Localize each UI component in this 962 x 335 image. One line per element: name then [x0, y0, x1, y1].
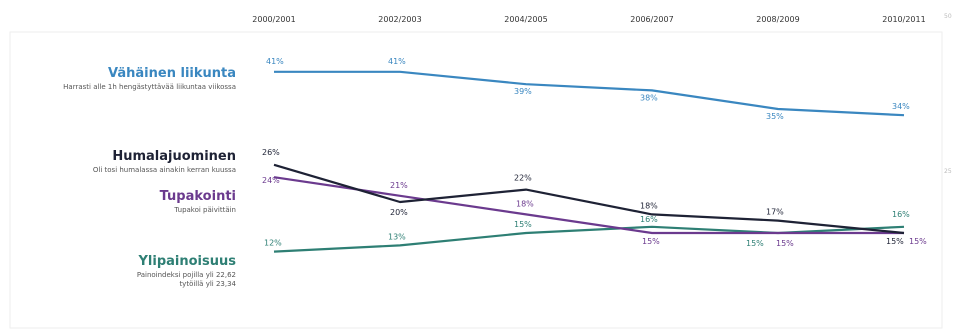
series-line	[273, 176, 904, 235]
data-label: 15%	[746, 239, 764, 248]
plot-panel	[9, 31, 943, 329]
data-label: 34%	[892, 102, 910, 111]
data-label: 17%	[766, 208, 784, 217]
x-tick-label: 2010/2011	[882, 15, 925, 24]
data-labels: 41% 41% 39% 38% 35% 34% 26% 20% 22% 18% 17% 15% 24% 2…	[262, 57, 927, 248]
series-subtitle: Oli tosi humalassa ainakin kerran kuussa	[93, 166, 236, 174]
data-label: 15%	[909, 237, 927, 246]
data-label: 22%	[514, 174, 532, 183]
data-label: 41%	[388, 57, 406, 66]
data-label: 38%	[640, 93, 658, 102]
data-label: 26%	[262, 148, 280, 157]
y-edge-label: 50	[944, 13, 952, 20]
data-label: 21%	[390, 181, 408, 190]
x-tick-label: 2004/2005	[504, 15, 547, 24]
series-subtitle: Tupakoi päivittäin	[173, 206, 236, 214]
data-label: 18%	[640, 201, 658, 210]
series-title: Vähäinen liikunta	[108, 66, 236, 81]
series-title: Ylipainoisuus	[138, 254, 237, 269]
series-subtitle: Harrasti alle 1h hengästyttävää liikunta…	[63, 83, 236, 91]
data-label: 13%	[388, 232, 406, 241]
x-tick-label: 2002/2003	[378, 15, 421, 24]
series-lines	[273, 70, 905, 253]
data-label: 15%	[776, 239, 794, 248]
x-tick-label: 2000/2001	[252, 15, 295, 24]
series-title: Tupakointi	[160, 189, 236, 204]
data-label: 16%	[640, 215, 658, 224]
data-label: 15%	[514, 220, 532, 229]
series-title: Humalajuominen	[112, 149, 236, 164]
series-subtitle: Painoindeksi pojilla yli 22,62	[137, 271, 236, 279]
y-edge-label: 25	[944, 168, 952, 175]
data-label: 35%	[766, 112, 784, 121]
data-label: 20%	[390, 208, 408, 217]
x-tick-label: 2008/2009	[756, 15, 799, 24]
data-label: 12%	[264, 239, 282, 248]
series-line	[274, 70, 905, 117]
data-label: 15%	[642, 237, 660, 246]
series-line	[273, 163, 905, 235]
y-edge-labels: 50 25	[944, 13, 952, 175]
data-label: 24%	[262, 176, 280, 185]
x-tick-label: 2006/2007	[630, 15, 673, 24]
data-label: 16%	[892, 210, 910, 219]
x-axis-ticks: 2000/2001 2002/2003 2004/2005 2006/2007 2008…	[252, 15, 925, 24]
data-label: 15%	[886, 237, 904, 246]
series-labels: Vähäinen liikunta Harrasti alle 1h hengäs…	[63, 66, 236, 288]
series-subtitle: tytöillä yli 23,34	[179, 280, 236, 288]
data-label: 41%	[266, 57, 284, 66]
data-label: 18%	[516, 199, 534, 208]
data-label: 39%	[514, 87, 532, 96]
